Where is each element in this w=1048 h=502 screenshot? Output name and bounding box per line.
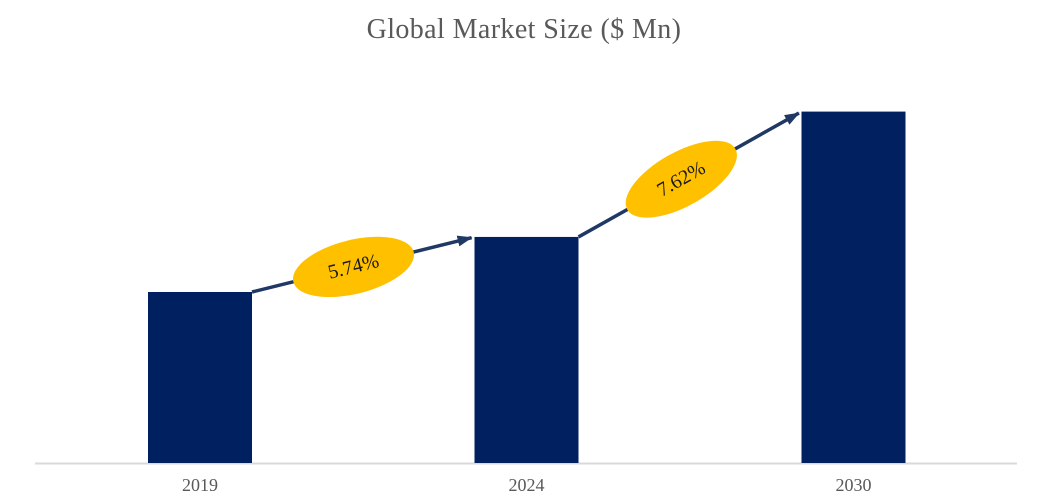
bar-2024 (474, 236, 579, 463)
x-axis-label-2030: 2030 (836, 475, 872, 495)
x-axis-label-2024: 2024 (509, 475, 545, 495)
chart-title: Global Market Size ($ Mn) (366, 14, 682, 45)
x-axis-label-2019: 2019 (182, 475, 218, 495)
bar-2019 (148, 292, 252, 463)
bar-2030 (801, 111, 906, 463)
growth-annotation-ellipse (292, 236, 415, 298)
growth-annotation-ellipse (625, 140, 737, 218)
